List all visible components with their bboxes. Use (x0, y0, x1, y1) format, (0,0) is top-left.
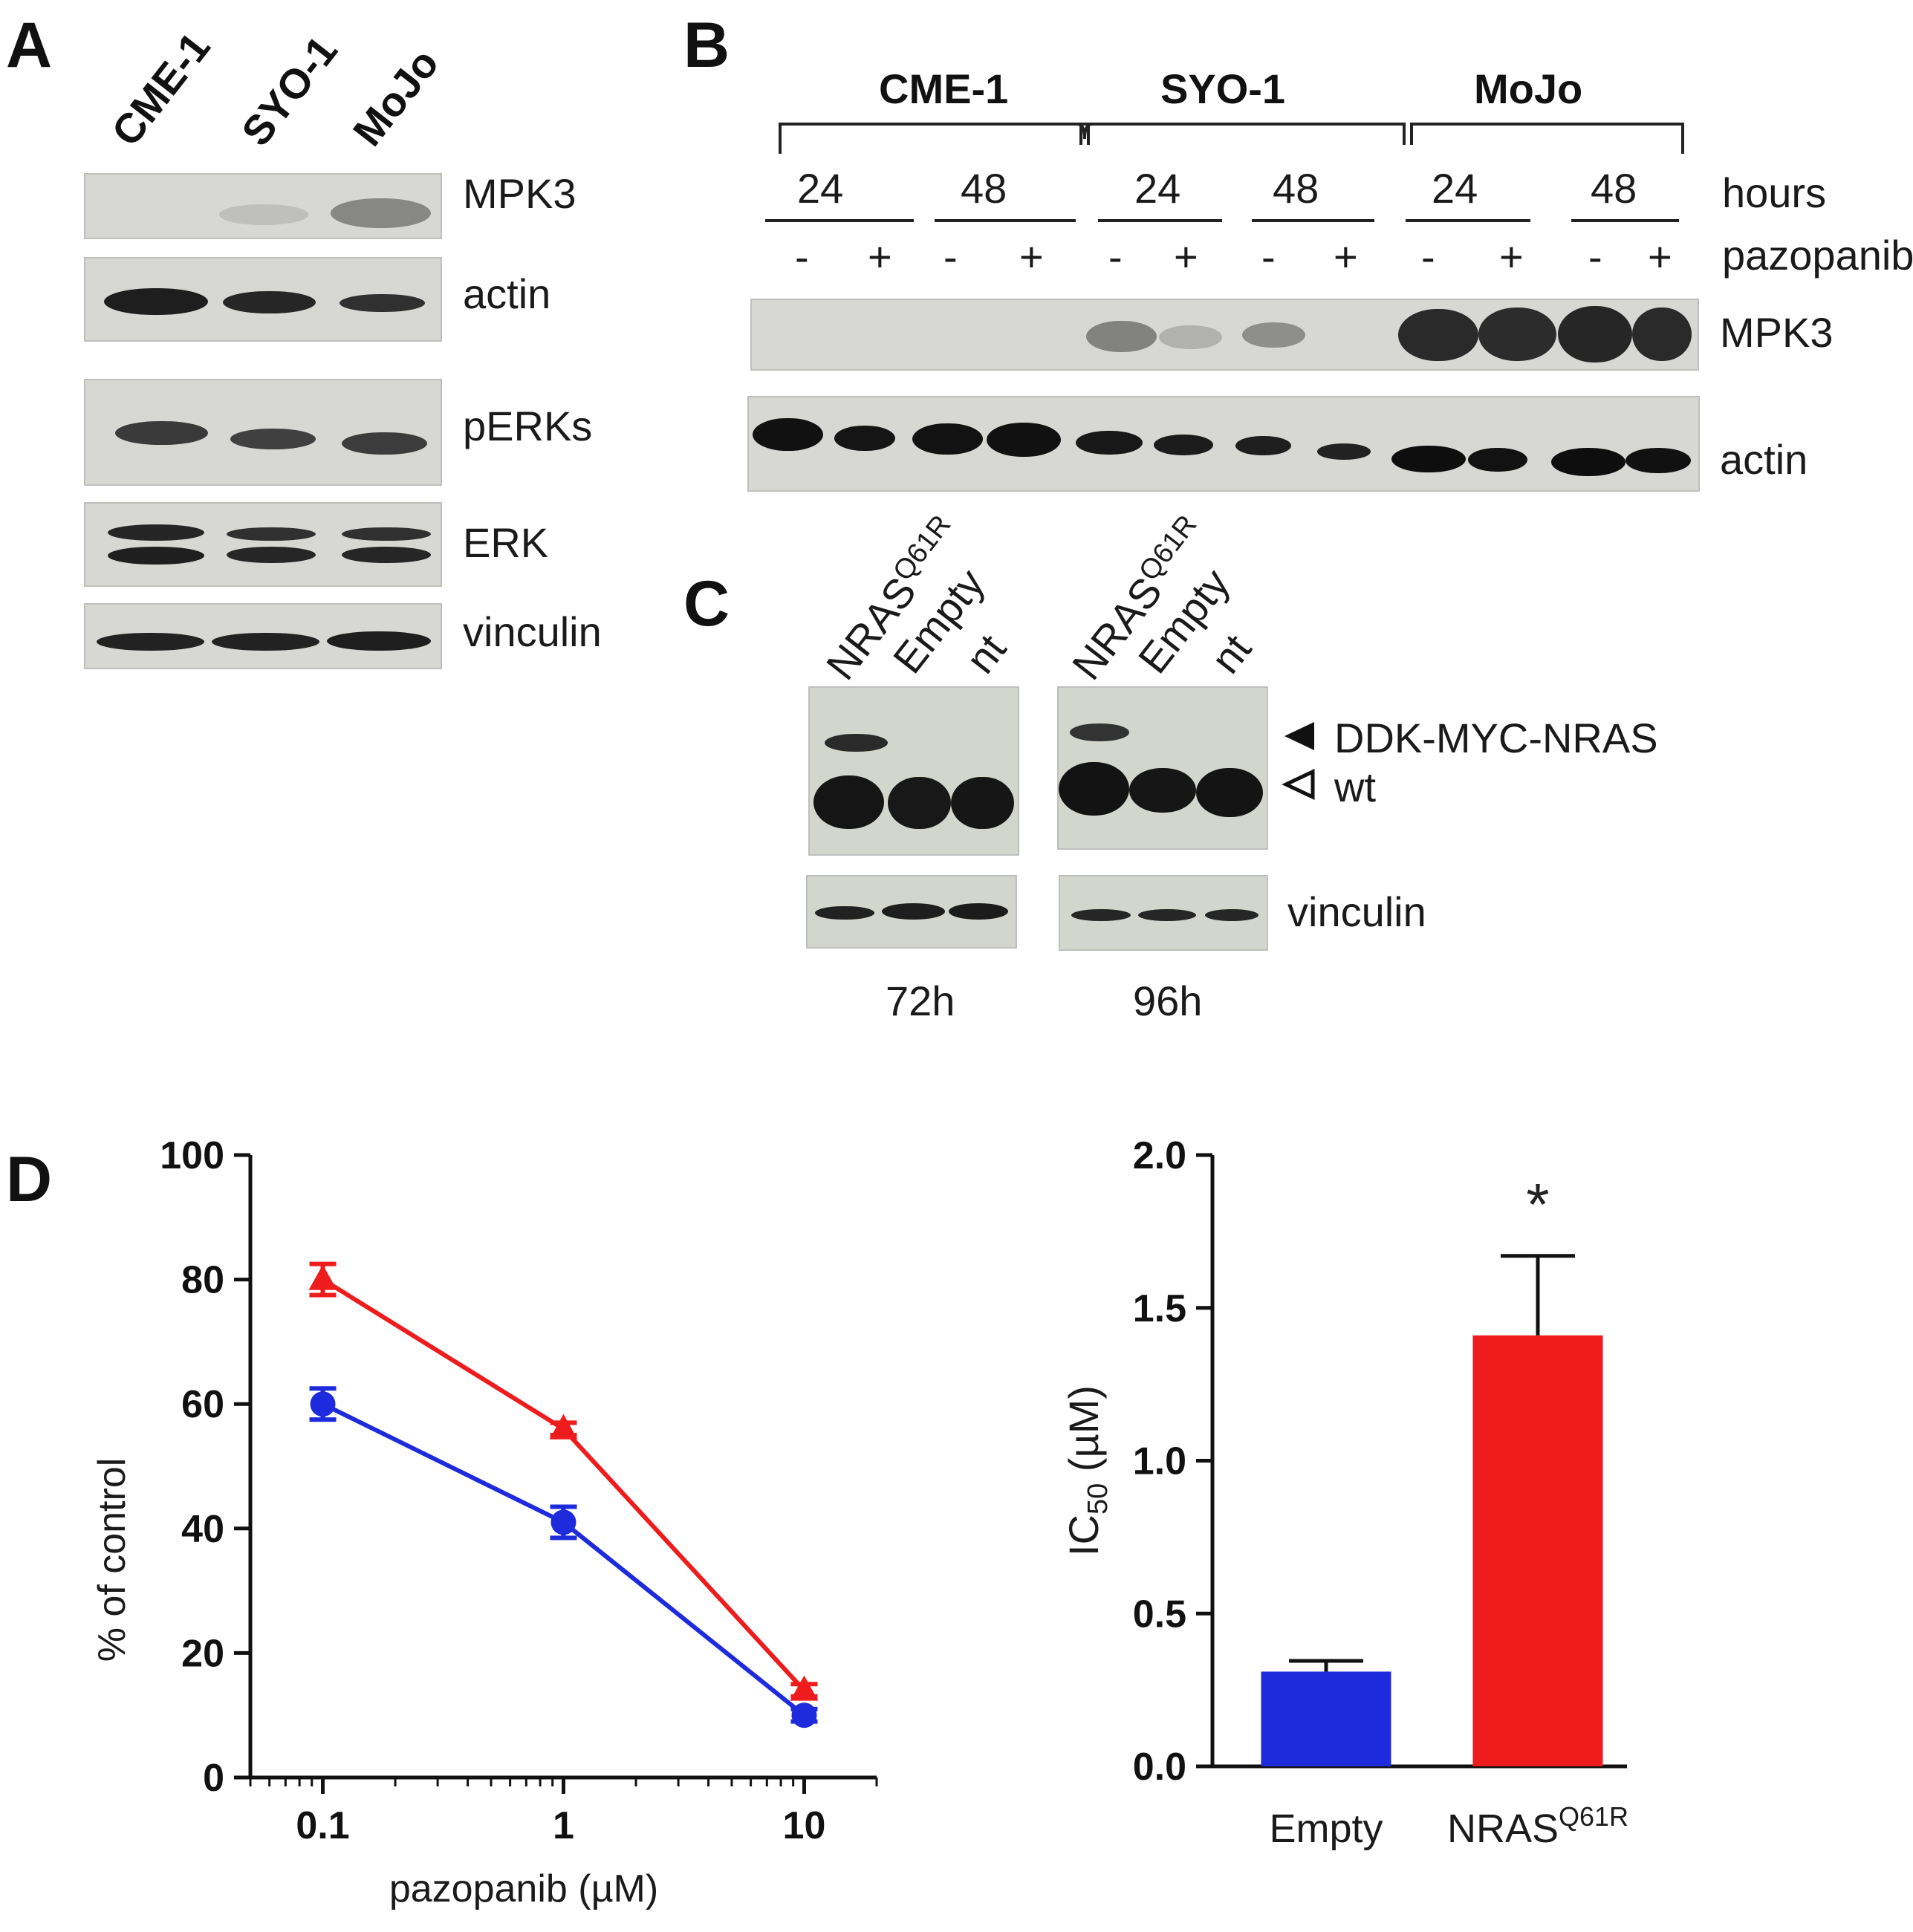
y-tick-label: 1.5 (1133, 1287, 1186, 1330)
blot-b-actin (747, 396, 1700, 492)
y-tick-label: 20 (181, 1632, 224, 1675)
time-label: 48 (1273, 165, 1319, 212)
treatment-sign: - (795, 233, 809, 280)
blot-label-a-erk: ERK (463, 519, 549, 566)
y-tick-label: 0.0 (1133, 1746, 1186, 1789)
treatment-sign: + (868, 233, 892, 280)
panel-label-a: A (6, 10, 53, 81)
y-axis-title: IC50 (µM) (1060, 1385, 1114, 1556)
time-label: 24 (1134, 165, 1181, 212)
time-label: 48 (1591, 165, 1637, 212)
blot-label-b-mpk3: MPK3 (1720, 309, 1834, 356)
blot-a-vinculin (84, 603, 442, 669)
y-tick-label: 40 (181, 1508, 224, 1551)
lane-label-cme1: CME-1 (102, 23, 219, 155)
blot-label-a-perks: pERKs (463, 403, 593, 449)
blot-c-nras-96h (1057, 686, 1268, 850)
bar-1 (1472, 1335, 1603, 1766)
blot-a-mpk3 (84, 173, 442, 239)
treatment-sign: - (943, 233, 958, 280)
time-label: 48 (961, 165, 1007, 212)
band-label-ddk: DDK-MYC-NRAS (1334, 715, 1658, 761)
timepoint-72h: 72h (886, 978, 955, 1024)
y-tick-label: 0.5 (1133, 1593, 1186, 1636)
blot-label-c-vinculin: vinculin (1287, 888, 1426, 935)
band-label-wt: wt (1334, 764, 1376, 810)
treatment-sign: + (1648, 233, 1672, 280)
category-label: NRASQ61R (1447, 1801, 1628, 1851)
lane-label-nt-96h: nt (1201, 625, 1261, 682)
blot-c-vinculin-72h (806, 875, 1017, 949)
x-tick-label: 1 (553, 1804, 574, 1847)
blot-b-mpk3 (750, 299, 1699, 371)
blot-label-a-vinculin: vinculin (463, 608, 602, 655)
panel-label-d: D (6, 1144, 53, 1215)
group-label-mojo: MoJo (1474, 65, 1583, 112)
y-tick-label: 60 (181, 1383, 224, 1426)
category-label: Empty (1269, 1806, 1383, 1851)
data-point-circle (791, 1702, 817, 1728)
blot-a-perks (84, 379, 442, 486)
time-underlines (765, 219, 1679, 222)
treatment-axis-title: pazopanib (1722, 232, 1913, 279)
panel-label-c: C (683, 568, 730, 640)
treatment-sign: - (1261, 233, 1276, 280)
data-point-triangle (308, 1264, 337, 1290)
lane-label-nt-72h: nt (956, 625, 1016, 682)
treatment-sign: + (1174, 233, 1198, 280)
blot-label-a-actin: actin (463, 270, 551, 317)
arrow-open-icon (1282, 769, 1315, 800)
blot-label-b-actin: actin (1720, 436, 1808, 483)
blot-c-nras-72h (808, 686, 1019, 856)
ic50-bar-chart: 0.0 0.5 1.0 1.5 2.0 Empty NRASQ61R * IC50 (µM) (1060, 1134, 1628, 1851)
data-point-circle (310, 1391, 336, 1417)
x-tick-label: 10 (783, 1804, 826, 1847)
time-label: 24 (1432, 165, 1478, 212)
panel-label-b: B (683, 10, 730, 81)
x-axis-title: pazopanib (µM) (389, 1867, 658, 1910)
blot-label-a-mpk3: MPK3 (463, 170, 577, 217)
group-brackets (779, 123, 1684, 154)
treatment-sign: - (1421, 233, 1435, 280)
data-point-triangle (549, 1414, 578, 1440)
treatment-sign: + (1019, 233, 1044, 280)
lane-label-mojo: MoJo (343, 39, 448, 155)
data-point-triangle (790, 1675, 819, 1701)
blot-a-erk (84, 502, 442, 587)
y-axis-title: % of control (91, 1458, 134, 1662)
treatment-sign: - (1588, 233, 1602, 280)
blot-a-actin (84, 257, 442, 342)
series-line-1 (322, 1402, 806, 1717)
y-tick-label: 1.0 (1133, 1440, 1186, 1483)
y-tick-label: 0 (203, 1757, 224, 1800)
lane-label-syo1: SYO-1 (232, 27, 346, 155)
treatment-sign: - (1108, 233, 1123, 280)
data-point-circle (550, 1509, 577, 1535)
bar-0 (1261, 1671, 1391, 1766)
time-label: 24 (797, 165, 844, 212)
significance-asterisk: * (1526, 1171, 1549, 1237)
y-tick-label: 100 (160, 1134, 224, 1177)
dose-response-chart: 0 20 40 60 80 100 0.1 1 10 % of control pazopani… (91, 1134, 878, 1910)
time-axis-title: hours (1722, 169, 1827, 216)
series-line-0 (321, 1278, 806, 1692)
treatment-sign: + (1499, 233, 1524, 280)
group-label-cme1: CME-1 (879, 65, 1009, 112)
x-tick-label: 0.1 (296, 1804, 349, 1847)
y-tick-label: 80 (181, 1259, 224, 1302)
blot-c-vinculin-96h (1059, 875, 1268, 951)
arrow-filled-icon (1284, 722, 1314, 750)
y-tick-label: 2.0 (1133, 1134, 1186, 1177)
group-label-syo1: SYO-1 (1160, 65, 1286, 112)
timepoint-96h: 96h (1133, 978, 1203, 1024)
treatment-sign: + (1334, 233, 1358, 280)
